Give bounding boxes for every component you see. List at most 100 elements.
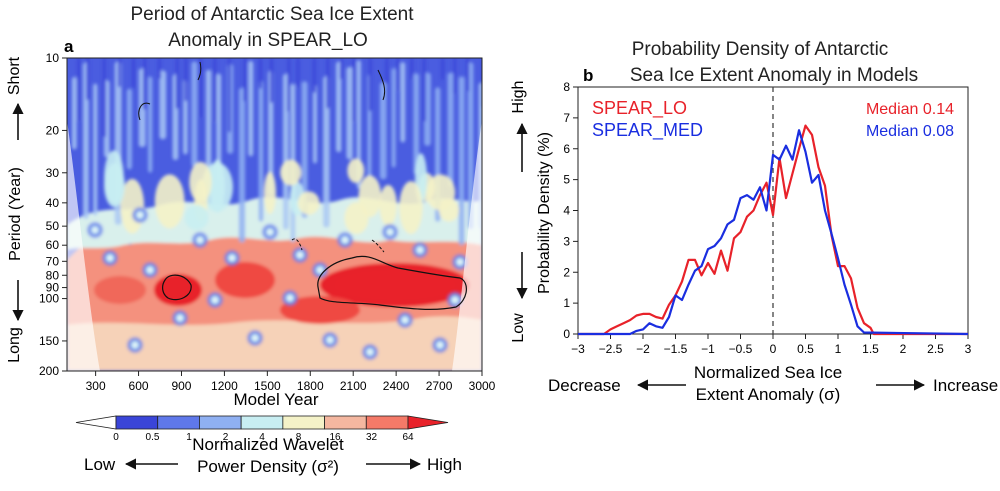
wavelet-streak: [159, 70, 167, 140]
low-power-hole: [126, 336, 144, 354]
wavelet-streak: [147, 76, 153, 173]
low-power-hole: [321, 331, 339, 349]
panel-b-y-tick-label: 8: [563, 80, 570, 94]
panel-a-y-tick-label: 60: [46, 238, 60, 252]
wavelet-streak: [466, 58, 470, 92]
wavelet-streak: [126, 88, 133, 170]
panel-b-y-tick-label: 1: [563, 296, 570, 310]
panel-a-ylabel: Period (Year): [7, 167, 24, 261]
panel-b-x-tick-label: −3: [571, 342, 585, 356]
wavelet-streak: [83, 62, 89, 220]
panel-b-x-tick-label: −1: [701, 342, 715, 356]
colorbar-level-label: 8: [296, 432, 302, 443]
panel-b-xlabel-line2: Extent Anomaly (σ): [696, 385, 841, 404]
colorbar-segment: [240, 415, 284, 430]
low-power-hole: [281, 289, 299, 307]
panel-b-ylabel: Probability Density (%): [536, 132, 553, 294]
wavelet-streak: [191, 61, 198, 167]
wavelet-streak: [117, 58, 121, 88]
low-power-hole: [291, 246, 309, 264]
low-power-label: Low: [84, 455, 116, 474]
panel-a-x-tick-label: 3000: [469, 379, 496, 393]
decrease-label: Decrease: [548, 376, 621, 395]
wavelet-blobs: [67, 58, 482, 371]
panel-a-x-tick-label: 1500: [254, 379, 281, 393]
colorbar-low-end: [75, 415, 117, 430]
low-power-hole: [336, 231, 354, 249]
wavelet-streak: [282, 73, 289, 230]
high-density-label: High: [510, 81, 527, 114]
low-power-hole: [86, 221, 104, 239]
wavelet-streak: [400, 62, 406, 143]
significance-contour-2: [317, 255, 467, 310]
wavelet-patch: [347, 158, 365, 183]
panel-b-y-axis: 0 1 2 3 4 5 6 7 8: [563, 80, 578, 341]
moderate-power-band: [67, 316, 482, 371]
panel-b-y-tick-label: 6: [563, 142, 570, 156]
panel-a-y-tick-label: 80: [46, 268, 60, 282]
low-power-hole: [411, 241, 429, 259]
legend-spear-lo: SPEAR_LO: [592, 98, 687, 119]
high-power-label: High: [427, 455, 462, 474]
wavelet-patch: [154, 174, 185, 229]
low-power-hole: [206, 291, 224, 309]
panel-a-x-tick-label: 300: [86, 379, 106, 393]
wavelet-streak: [143, 58, 147, 110]
panel-b-x-tick-label: −2.5: [599, 342, 623, 356]
panel-a-x-tick-label: 1800: [297, 379, 324, 393]
power-core: [215, 262, 275, 298]
panel-b-x-tick-label: 2: [900, 342, 907, 356]
wavelet-streak: [312, 58, 316, 94]
panel-b-title-line1: Probability Density of Antarctic: [632, 39, 889, 60]
wavelet-streak: [326, 58, 330, 109]
panel-a-y-tick-label: 200: [39, 364, 59, 378]
significance-contour-3: [291, 238, 385, 253]
panel-a-x-tick-label: 600: [129, 379, 149, 393]
wavelet-streak: [287, 58, 291, 113]
power-core: [280, 296, 360, 324]
low-power-hole: [246, 329, 264, 347]
wavelet-patch: [104, 163, 125, 208]
panel-a-x-tick-label: 900: [171, 379, 191, 393]
wavelet-patch: [263, 171, 277, 215]
wavelet-streak: [199, 58, 203, 118]
panel-b-y-tick-label: 3: [563, 234, 570, 248]
panel-b-xlabel-line1: Normalized Sea Ice: [694, 363, 842, 382]
wavelet-streak: [391, 68, 396, 168]
low-power-hole: [101, 249, 119, 267]
wavelet-streak: [352, 58, 356, 123]
wavelet-patch: [184, 204, 209, 231]
wavelet-map: [67, 58, 482, 371]
panel-b-y-tick-label: 5: [563, 173, 570, 187]
power-core-overlay: [335, 271, 455, 299]
panel-a: Period of Antarctic Sea Ice Extent Anoma…: [6, 4, 496, 476]
panel-a-y-tick-label: 10: [46, 51, 60, 65]
colorbar-level-label: 0: [113, 432, 119, 443]
power-core: [154, 274, 202, 306]
wavelet-streak: [447, 72, 454, 188]
panel-a-y-tick-label: 100: [39, 292, 59, 306]
panel-a-xlabel: Model Year: [233, 390, 318, 409]
wavelet-streak: [356, 60, 361, 189]
cone-of-influence-right: [452, 120, 482, 371]
wavelet-patch: [399, 181, 423, 234]
panel-b-y-tick-label: 4: [563, 204, 570, 218]
wavelet-streak: [227, 58, 231, 133]
colorbar: 0 0.5 1 2 4 8 16 32 64: [75, 415, 449, 443]
colorbar-segment: [324, 415, 367, 430]
cone-of-influence-left: [67, 120, 100, 371]
panel-b-x-axis: −3 −2.5 −2 −1.5 −1 −0.5 0 0.5 1 1.5 2 2.5 3: [571, 334, 972, 356]
low-power-hole: [131, 206, 149, 224]
colorbar-title-line1: Normalized Wavelet: [192, 435, 344, 454]
median-spear-med: Median 0.08: [866, 123, 954, 140]
colorbar-level-label: 0.5: [146, 432, 160, 443]
low-power-hole: [191, 231, 209, 249]
wavelet-streak: [184, 58, 188, 102]
low-power-hole: [431, 336, 449, 354]
panel-b-x-tick-label: 0: [770, 342, 777, 356]
colorbar-level-label: 16: [329, 432, 341, 443]
panel-a-y-tick-label: 30: [46, 166, 60, 180]
low-power-hole: [261, 223, 279, 241]
